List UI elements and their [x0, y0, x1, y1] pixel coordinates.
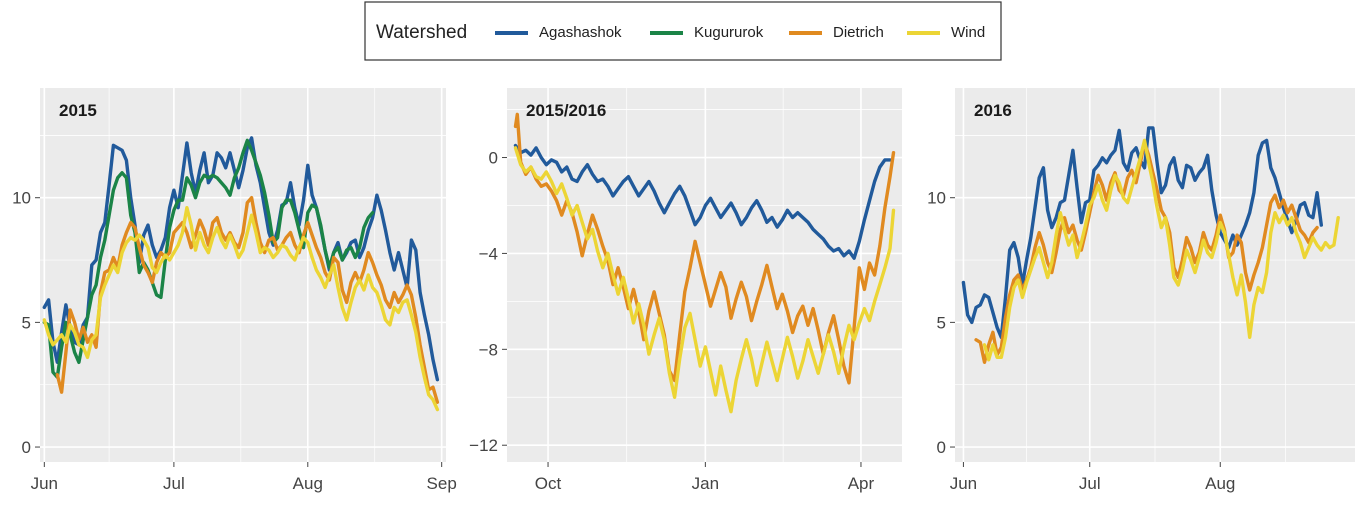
y-tick-label: 5 — [937, 313, 946, 332]
legend-item-kugururok: Kugururok — [650, 24, 764, 41]
series-line-wind — [42, 206, 440, 412]
y-tick-label: 0 — [22, 438, 31, 457]
x-tick-label: Jun — [950, 474, 977, 493]
x-tick-label: Aug — [293, 474, 323, 493]
x-tick-label: Aug — [1205, 474, 1235, 493]
x-tick-label: Jul — [163, 474, 185, 493]
legend-item-agashashok-label: Agashashok — [539, 24, 622, 41]
y-tick-label: −8 — [479, 340, 498, 359]
x-tick-label: Apr — [848, 474, 875, 493]
series-line-dietrich — [513, 112, 896, 385]
x-tick-label: Sep — [427, 474, 457, 493]
legend-item-kugururok-label: Kugururok — [694, 24, 764, 41]
legend-item-dietrich-label: Dietrich — [833, 24, 884, 41]
y-tick-label: −12 — [469, 436, 498, 455]
series-line-wind — [513, 146, 896, 414]
panel-2: 0 −4 −8 −12 Oct Jan Apr 2015/2016 — [469, 88, 902, 493]
panel-2-gridlines — [507, 88, 902, 462]
panel-1-series — [42, 136, 440, 412]
panel-3: 0 5 10 Jun Jul Aug 2016 — [927, 88, 1355, 493]
legend-item-wind-label: Wind — [951, 24, 985, 41]
legend-item-agashashok: Agashashok — [495, 24, 622, 41]
x-tick-label: Oct — [535, 474, 562, 493]
y-tick-label: 5 — [22, 313, 31, 332]
chart-panels: 0 5 10 Jun Jul Aug Sep 2015 0 −4 −8 −12 Oct Jan Apr 201… — [12, 88, 1355, 493]
series-line-agashashok — [513, 143, 892, 260]
y-tick-label: 10 — [12, 189, 31, 208]
panel-3-series — [961, 126, 1340, 364]
panel-3-title: 2016 — [974, 101, 1012, 120]
x-tick-label: Jun — [31, 474, 58, 493]
legend-items: Agashashok Kugururok Dietrich Wind — [495, 24, 985, 41]
legend-item-wind: Wind — [907, 24, 985, 41]
y-tick-label: 0 — [937, 438, 946, 457]
panel-2-title: 2015/2016 — [526, 101, 606, 120]
panel-1-background — [40, 88, 446, 462]
series-line-kugururok — [42, 138, 375, 379]
series-line-agashashok — [961, 126, 1323, 339]
legend-item-dietrich: Dietrich — [789, 24, 884, 41]
legend-title: Watershed — [376, 22, 467, 43]
y-tick-label: 0 — [489, 149, 498, 168]
y-tick-label: 10 — [927, 189, 946, 208]
panel-1: 0 5 10 Jun Jul Aug Sep 2015 — [12, 88, 457, 493]
series-line-wind — [982, 138, 1340, 362]
x-tick-label: Jul — [1079, 474, 1101, 493]
legend: Watershed Agashashok Kugururok Dietrich Win… — [364, 1, 1002, 61]
panel-1-title: 2015 — [59, 101, 97, 120]
y-tick-label: −4 — [479, 244, 498, 263]
panel-2-series — [513, 112, 896, 414]
x-tick-label: Jan — [692, 474, 719, 493]
series-line-agashashok — [42, 136, 440, 382]
